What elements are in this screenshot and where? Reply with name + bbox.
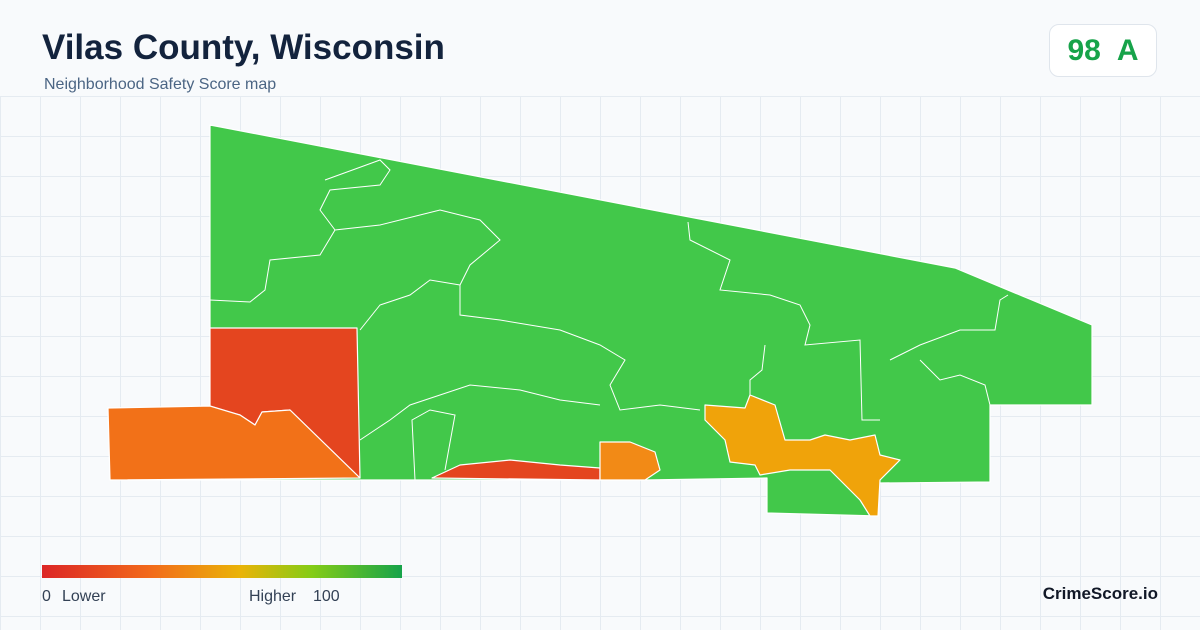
header: Vilas County, Wisconsin Neighborhood Saf… — [0, 0, 1200, 97]
score-badge: 98 A — [1049, 24, 1157, 77]
region-borders — [209, 159, 1009, 481]
legend-max-label: Higher — [249, 588, 297, 605]
title: Vilas County, Wisconsin — [42, 28, 445, 67]
score-value: 98 — [1067, 33, 1101, 67]
region — [599, 441, 661, 481]
legend-min-label: Lower — [62, 588, 106, 605]
legend-gradient — [42, 565, 402, 578]
legend-max: 100 — [313, 588, 340, 605]
brand: CrimeScore.io — [1042, 584, 1158, 603]
region — [704, 394, 901, 517]
region — [107, 405, 361, 481]
score-grade: A — [1116, 33, 1139, 67]
legend-min: 0 — [42, 588, 51, 605]
subtitle: Neighborhood Safety Score map — [44, 76, 277, 93]
